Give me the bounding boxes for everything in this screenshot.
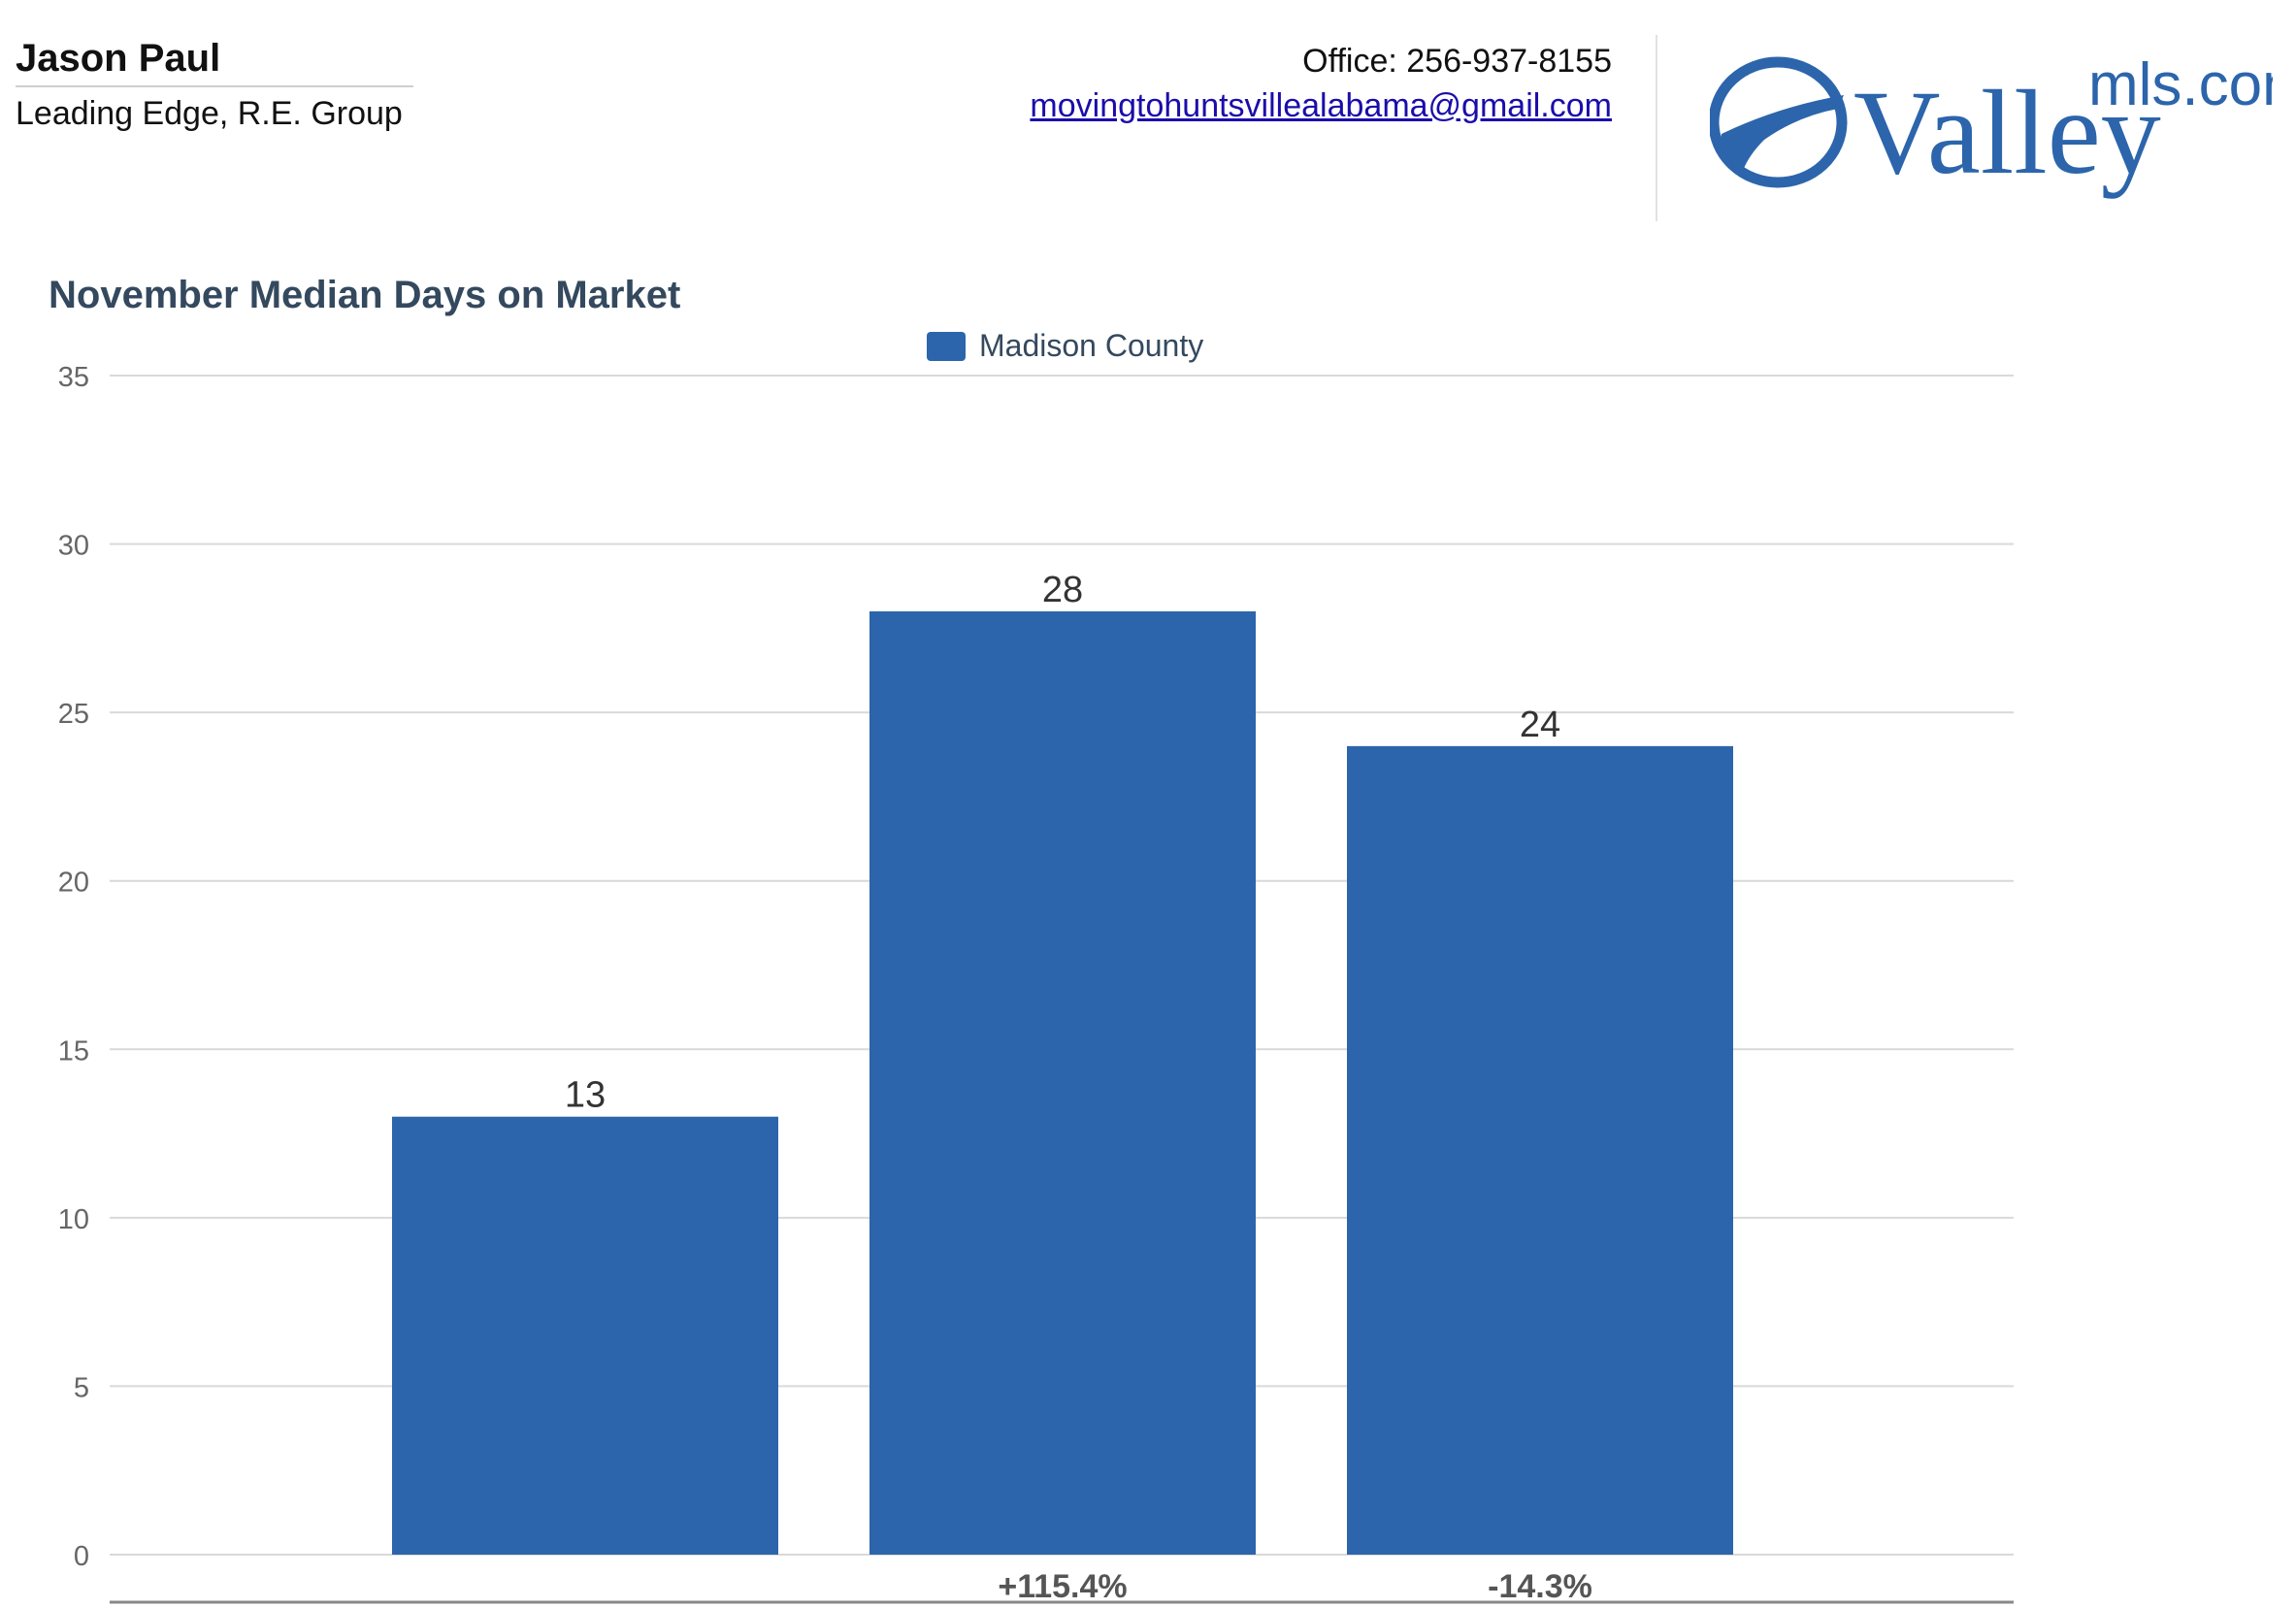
bar-value-label: 24 [1520, 705, 1560, 745]
logo-swoosh-icon [1710, 56, 1848, 188]
agent-company: Leading Edge, R.E. Group [16, 95, 403, 132]
header-divider [1656, 35, 1657, 221]
y-tick-label: 5 [74, 1372, 89, 1403]
email-link[interactable]: movingtohuntsvillealabama@gmail.com [1030, 87, 1612, 124]
bar-value-label: 13 [565, 1075, 606, 1116]
bar [1347, 745, 1733, 1555]
chart-legend[interactable]: Madison County [927, 328, 1203, 364]
office-phone: Office: 256-937-8155 [1302, 43, 1612, 80]
change-label: +115.4% [998, 1568, 1127, 1605]
bar-value-label: 28 [1042, 570, 1083, 610]
name-divider [16, 85, 413, 87]
valleymls-logo[interactable]: Valley mls.com [1710, 49, 2273, 204]
chart-title: November Median Days on Market [49, 274, 681, 316]
y-tick-label: 30 [58, 531, 89, 562]
legend-label: Madison County [979, 328, 1204, 363]
logo-domain: mls.com [2088, 51, 2273, 118]
y-tick-label: 35 [58, 362, 89, 393]
logo-wordmark: Valley [1853, 66, 2161, 199]
y-tick-label: 15 [58, 1035, 89, 1067]
change-label: -14.3% [1488, 1568, 1592, 1605]
y-tick-label: 10 [58, 1204, 89, 1235]
agent-name: Jason Paul [16, 37, 221, 80]
y-tick-label: 25 [58, 699, 89, 730]
bar [869, 611, 1256, 1555]
y-tick-label: 20 [58, 868, 89, 899]
y-tick-label: 0 [74, 1541, 89, 1572]
bar [392, 1116, 778, 1555]
legend-swatch [927, 331, 966, 361]
